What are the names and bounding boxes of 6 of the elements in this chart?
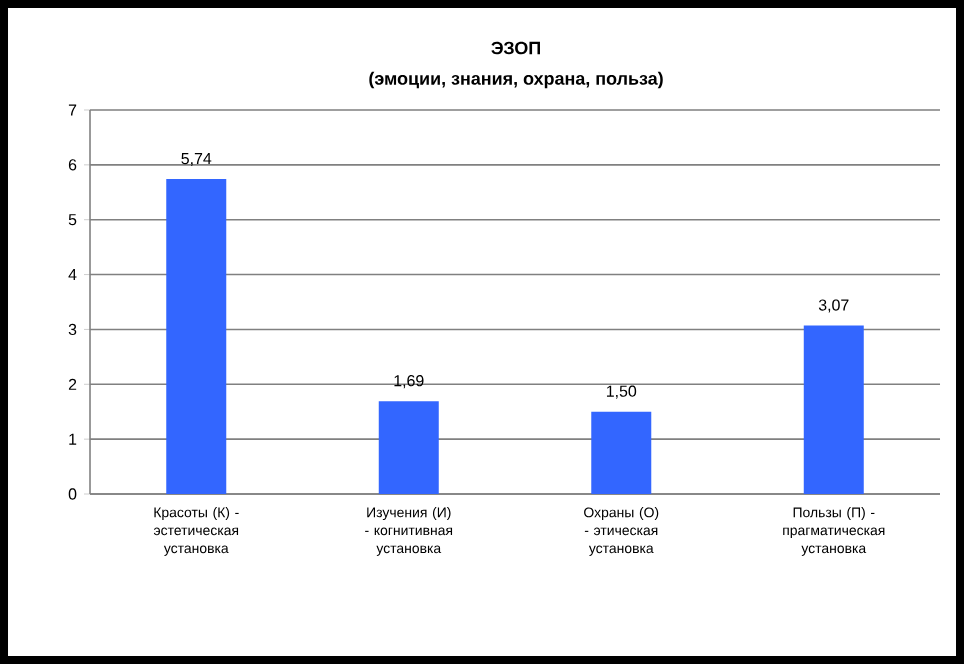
chart-subtitle: (эмоции, знания, охрана, польза) <box>369 71 663 89</box>
bar <box>166 179 227 494</box>
bar <box>378 401 439 494</box>
chart-title: ЭЗОП <box>491 41 540 55</box>
bar <box>803 325 864 494</box>
bar <box>591 411 652 494</box>
